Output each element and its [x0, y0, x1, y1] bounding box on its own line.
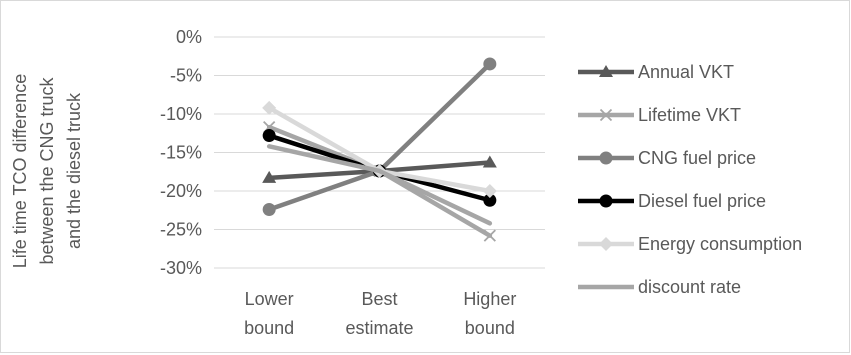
legend-label: discount rate	[638, 277, 741, 297]
y-tick-label: -30%	[160, 258, 202, 278]
x-tick-label: estimate	[345, 318, 413, 338]
y-axis-title-line-2: between the CNG truck	[37, 76, 57, 264]
legend-label: Lifetime VKT	[638, 105, 741, 125]
legend-item-annual-vkt: Annual VKT	[578, 62, 734, 82]
legend-marker	[599, 151, 613, 165]
x-tick-label: bound	[465, 318, 515, 338]
data-point	[262, 170, 277, 183]
data-point	[482, 184, 497, 198]
legend-item-cng-fuel-price: CNG fuel price	[578, 148, 756, 168]
y-axis-tick-labels: 0% -5% -10% -15% -20% -25% -30%	[160, 27, 202, 278]
legend-marker	[599, 108, 613, 122]
legend-item-diesel-fuel-price: Diesel fuel price	[578, 191, 766, 211]
legend-label: Diesel fuel price	[638, 191, 766, 211]
legend-label: CNG fuel price	[638, 148, 756, 168]
x-tick-label: Higher	[463, 289, 516, 309]
legend-marker	[599, 237, 613, 251]
data-point	[483, 193, 497, 207]
y-tick-label: 0%	[176, 27, 202, 47]
data-point	[262, 202, 276, 216]
legend-label: Energy consumption	[638, 234, 802, 254]
series-line-discount-rate	[266, 144, 493, 226]
legend-item-discount-rate: discount rate	[578, 277, 741, 297]
x-tick-label: Best	[361, 289, 397, 309]
legend-marker	[599, 194, 613, 208]
y-axis-title-line-1: Life time TCO difference	[10, 74, 30, 268]
series-line-lifetime-vkt	[266, 124, 493, 238]
series-lifetime-vkt	[263, 120, 496, 242]
y-tick-label: -25%	[160, 220, 202, 240]
y-tick-label: -5%	[170, 66, 202, 86]
y-axis-title: Life time TCO difference between the CNG…	[10, 74, 84, 268]
series-energy-consumption	[262, 100, 497, 198]
x-tick-label: Lower	[245, 289, 294, 309]
series-line-cng-fuel-price	[266, 61, 493, 212]
legend: Annual VKT Lifetime VKT CNG fuel price Dies…	[578, 62, 802, 297]
data-point	[483, 57, 497, 71]
data-point	[262, 100, 277, 115]
data-point	[483, 229, 496, 242]
gridlines	[214, 36, 545, 269]
series-line-energy-consumption	[266, 105, 493, 194]
x-axis-tick-labels: Lower bound Best estimate Higher bound	[244, 289, 516, 338]
y-tick-label: -15%	[160, 143, 202, 163]
legend-item-energy-consumption: Energy consumption	[578, 234, 802, 254]
y-tick-label: -20%	[160, 181, 202, 201]
series-lines	[262, 57, 497, 242]
legend-marker	[599, 65, 613, 77]
legend-item-lifetime-vkt: Lifetime VKT	[578, 105, 741, 125]
data-point	[262, 129, 276, 143]
y-tick-label: -10%	[160, 104, 202, 124]
series-discount-rate	[266, 144, 493, 226]
legend-label: Annual VKT	[638, 62, 734, 82]
data-point	[482, 155, 497, 168]
x-tick-label: bound	[244, 318, 294, 338]
y-axis-title-line-3: and the diesel truck	[64, 92, 84, 249]
